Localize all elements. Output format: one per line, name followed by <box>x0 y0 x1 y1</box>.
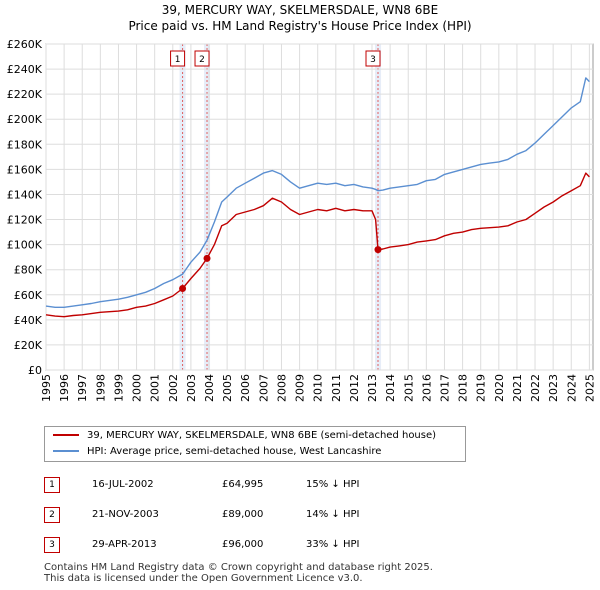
chart-title: 39, MERCURY WAY, SKELMERSDALE, WN8 6BE <box>161 3 439 17</box>
transaction-marker-box <box>170 50 186 67</box>
legend-item-hpi: HPI: Average price, semi-detached house,… <box>53 445 381 459</box>
x-tick-label: 2008 <box>275 374 288 402</box>
x-tick-label: 2021 <box>511 374 524 402</box>
transaction-band <box>179 44 186 370</box>
transaction-band <box>375 44 382 370</box>
y-tick-label: £40K <box>14 314 43 327</box>
x-tick-label: 2022 <box>529 374 542 402</box>
legend-swatch-property <box>53 434 79 436</box>
chart-series <box>45 77 590 318</box>
x-tick-label: 1998 <box>94 374 107 402</box>
x-tick-label: 2016 <box>420 374 433 402</box>
x-tick-label: 2013 <box>366 374 379 402</box>
y-tick-label: £60K <box>14 289 43 302</box>
y-tick-label: £260K <box>7 38 43 51</box>
transaction-markers: 1 2 3 <box>170 50 381 67</box>
x-tick-label: 2009 <box>294 374 307 402</box>
y-tick-label: £80K <box>14 264 43 277</box>
x-tick-label: 2018 <box>457 374 470 402</box>
x-tick-label: 2017 <box>438 374 451 402</box>
transaction-marker-label: 2 <box>199 55 205 65</box>
property-price-line <box>45 172 590 318</box>
hpi-line <box>45 77 590 308</box>
chart-subtitle: Price paid vs. HM Land Registry's House … <box>128 19 472 33</box>
x-tick-label: 2004 <box>203 374 216 402</box>
x-tick-label: 2020 <box>493 374 506 402</box>
transaction-marker-label: 3 <box>370 55 376 65</box>
transaction-hpi-delta: 33% ↓ HPI <box>306 539 360 550</box>
y-tick-label: £200K <box>7 113 43 126</box>
transaction-date: 16-JUL-2002 <box>92 479 154 490</box>
transaction-point <box>203 254 211 262</box>
chart-legend: 39, MERCURY WAY, SKELMERSDALE, WN8 6BE (… <box>44 426 466 462</box>
transaction-number: 1 <box>44 477 60 493</box>
x-tick-label: 2019 <box>475 374 488 402</box>
y-axis: £0 £20K £40K £60K £80K £100K £120K £140K £160K £1… <box>7 38 43 377</box>
footer-copyright: Contains HM Land Registry data © Crown c… <box>44 562 433 573</box>
x-tick-label: 1997 <box>76 374 89 402</box>
legend-swatch-hpi <box>53 450 79 452</box>
legend-label-hpi: HPI: Average price, semi-detached house,… <box>87 446 382 457</box>
x-tick-label: 1995 <box>40 374 53 402</box>
transaction-points <box>179 246 382 293</box>
transaction-price: £89,000 <box>222 509 264 520</box>
x-tick-label: 2001 <box>149 374 162 402</box>
x-tick-label: 2002 <box>167 374 180 402</box>
x-tick-label: 2003 <box>185 374 198 402</box>
transaction-marker-label: 1 <box>175 55 181 65</box>
x-tick-label: 2006 <box>239 374 252 402</box>
x-tick-label: 1999 <box>112 374 125 402</box>
y-tick-label: £120K <box>7 214 43 227</box>
x-tick-label: 2023 <box>547 374 560 402</box>
transaction-price: £64,995 <box>222 479 264 490</box>
y-tick-label: £240K <box>7 63 43 76</box>
transaction-marker-box <box>365 50 381 67</box>
x-axis: 1995 1996 1997 1998 1999 2000 2001 2002 2003 2004… <box>40 374 596 402</box>
transaction-marker-box <box>194 50 210 67</box>
x-tick-label: 2011 <box>330 374 343 402</box>
footer-licence: This data is licensed under the Open Gov… <box>44 573 363 584</box>
x-tick-label: 2010 <box>312 374 325 402</box>
x-tick-label: 2000 <box>131 374 144 402</box>
transaction-bands <box>45 43 594 371</box>
x-tick-label: 2025 <box>583 374 596 402</box>
x-tick-label: 1996 <box>58 374 71 402</box>
transaction-number: 2 <box>44 507 60 523</box>
y-tick-label: £160K <box>7 163 43 176</box>
y-tick-label: £180K <box>7 138 43 151</box>
transaction-date: 29-APR-2013 <box>92 539 157 550</box>
plot-area <box>45 43 594 371</box>
x-tick-label: 2005 <box>221 374 234 402</box>
y-tick-label: £100K <box>7 239 43 252</box>
y-tick-label: £20K <box>14 339 43 352</box>
y-tick-label: £140K <box>7 188 43 201</box>
y-tick-label: £220K <box>7 88 43 101</box>
y-tick-label: £0 <box>28 364 42 377</box>
transaction-hpi-delta: 15% ↓ HPI <box>306 479 360 490</box>
transaction-point <box>179 285 187 293</box>
transaction-point <box>374 246 382 254</box>
x-tick-label: 2007 <box>257 374 270 402</box>
transaction-band <box>204 44 211 370</box>
transaction-date: 21-NOV-2003 <box>92 509 159 520</box>
legend-item-property: 39, MERCURY WAY, SKELMERSDALE, WN8 6BE (… <box>53 429 436 443</box>
transaction-hpi-delta: 14% ↓ HPI <box>306 509 360 520</box>
x-tick-label: 2015 <box>402 374 415 402</box>
x-tick-label: 2014 <box>384 374 397 402</box>
chart-grid <box>45 43 593 371</box>
price-chart: 1 2 3 £0 £20K £40K £60K £80K £100K £120K £140K £16… <box>7 38 597 402</box>
x-tick-label: 2012 <box>348 374 361 402</box>
transaction-number: 3 <box>44 537 60 553</box>
transaction-price: £96,000 <box>222 539 264 550</box>
x-tick-label: 2024 <box>565 374 578 402</box>
legend-label-property: 39, MERCURY WAY, SKELMERSDALE, WN8 6BE (… <box>87 430 437 441</box>
